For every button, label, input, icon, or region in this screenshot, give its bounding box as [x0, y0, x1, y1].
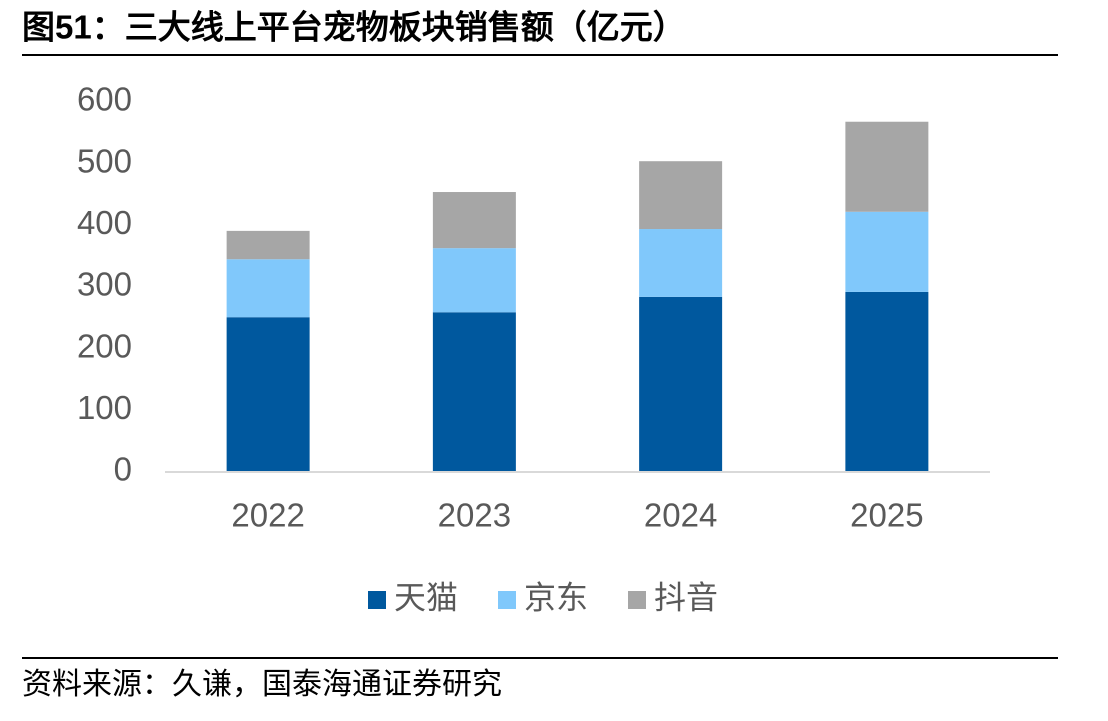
bar-segment — [432, 192, 516, 249]
legend-swatch — [368, 591, 386, 609]
x-tick-label: 2023 — [438, 497, 511, 534]
y-tick-label: 100 — [77, 389, 132, 426]
source-note: 资料来源：久谦，国泰海通证券研究 — [22, 668, 502, 701]
chart-title: 图51：三大线上平台宠物板块销售额（亿元） — [22, 9, 686, 46]
x-tick-label: 2024 — [644, 497, 717, 534]
bar-segment — [639, 229, 723, 297]
bar-segment — [432, 312, 516, 472]
y-tick-label: 500 — [77, 142, 132, 179]
x-tick-label: 2022 — [231, 497, 304, 534]
bar-segment — [639, 296, 723, 472]
bar-segment — [845, 121, 929, 212]
bar-segment — [639, 161, 723, 230]
legend-label: 京东 — [524, 579, 588, 615]
y-tick-label: 200 — [77, 327, 132, 364]
legend-swatch — [498, 591, 516, 609]
y-tick-label: 0 — [114, 451, 132, 488]
y-tick-label: 400 — [77, 204, 132, 241]
bar-segment — [226, 259, 310, 318]
x-tick-label: 2025 — [850, 497, 923, 534]
legend-label: 天猫 — [394, 579, 458, 615]
bar-segment — [432, 248, 516, 313]
y-tick-label: 600 — [77, 81, 132, 118]
bar-segment — [226, 317, 310, 472]
bar-segment — [226, 230, 310, 260]
bar-segment — [845, 211, 929, 292]
bar-segment — [845, 291, 929, 472]
y-tick-label: 300 — [77, 266, 132, 303]
legend-label: 抖音 — [654, 579, 718, 615]
legend-swatch — [628, 591, 646, 609]
